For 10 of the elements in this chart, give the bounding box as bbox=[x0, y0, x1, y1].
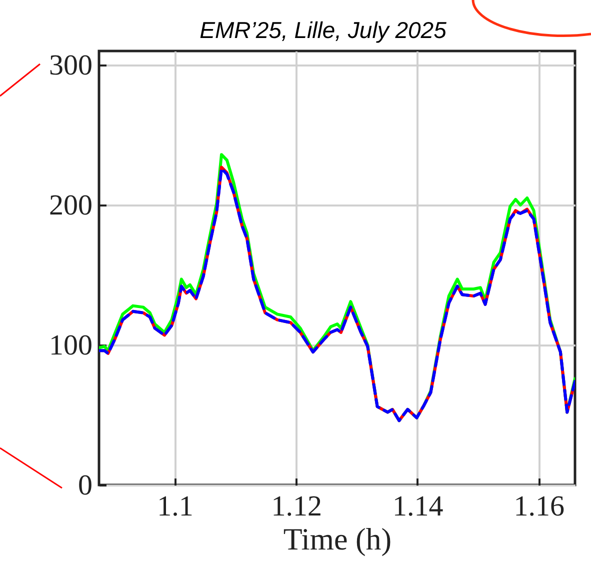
x-axis-title: Time (h) bbox=[283, 522, 392, 556]
y-tick-label: 100 bbox=[49, 330, 92, 362]
y-tick-label: 0 bbox=[78, 470, 92, 502]
y-tick-label: 300 bbox=[49, 50, 92, 82]
chart-title: EMR’25, Lille, July 2025 bbox=[200, 17, 447, 43]
x-tick-label: 1.12 bbox=[271, 490, 322, 522]
y-tick-label: 200 bbox=[49, 190, 92, 222]
x-tick-label: 1.14 bbox=[392, 490, 444, 522]
x-tick-label: 1.1 bbox=[157, 490, 194, 522]
x-tick-label: 1.16 bbox=[514, 490, 564, 522]
